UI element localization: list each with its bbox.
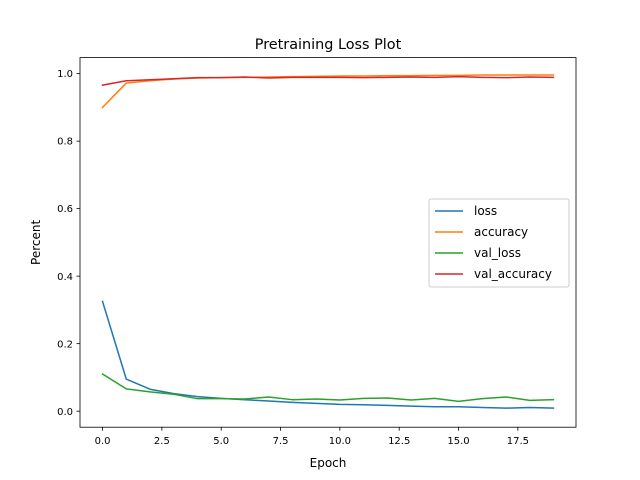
x-axis-ticks: 0.0 2.5 5.0 7.5 10.0 12.5 15.0 17.5	[95, 427, 529, 447]
legend-label-accuracy: accuracy	[474, 225, 528, 239]
x-tick-label: 10.0	[329, 436, 351, 447]
y-tick-label: 0.0	[57, 407, 73, 418]
y-axis-label: Percent	[29, 220, 43, 265]
y-tick-label: 1.0	[57, 69, 73, 80]
y-tick-label: 0.4	[57, 272, 73, 283]
legend: loss accuracy val_loss val_accuracy	[428, 198, 570, 288]
series-line-loss	[101, 300, 555, 409]
x-tick-label: 5.0	[213, 436, 229, 447]
series-line-accuracy	[101, 74, 555, 109]
series-lines	[101, 74, 555, 409]
y-tick-label: 0.8	[57, 137, 73, 148]
series-line-val-loss	[101, 373, 555, 403]
x-tick-label: 15.0	[447, 436, 469, 447]
y-tick-label: 0.2	[57, 339, 73, 350]
legend-label-loss: loss	[474, 204, 497, 218]
y-tick-label: 0.6	[57, 204, 73, 215]
legend-label-val-loss: val_loss	[474, 246, 521, 260]
chart-title: Pretraining Loss Plot	[255, 37, 402, 53]
x-tick-label: 2.5	[154, 436, 170, 447]
x-axis-label: Epoch	[310, 456, 347, 470]
plot-frame	[79, 57, 577, 428]
x-tick-label: 7.5	[273, 436, 289, 447]
x-tick-label: 17.5	[507, 436, 529, 447]
x-tick-label: 0.0	[95, 436, 111, 447]
y-axis-ticks: 0.0 0.2 0.4 0.6 0.8 1.0	[57, 69, 80, 418]
legend-box	[428, 198, 570, 288]
series-line-val-accuracy	[101, 75, 555, 86]
legend-label-val-accuracy: val_accuracy	[474, 267, 552, 281]
x-tick-label: 12.5	[388, 436, 410, 447]
